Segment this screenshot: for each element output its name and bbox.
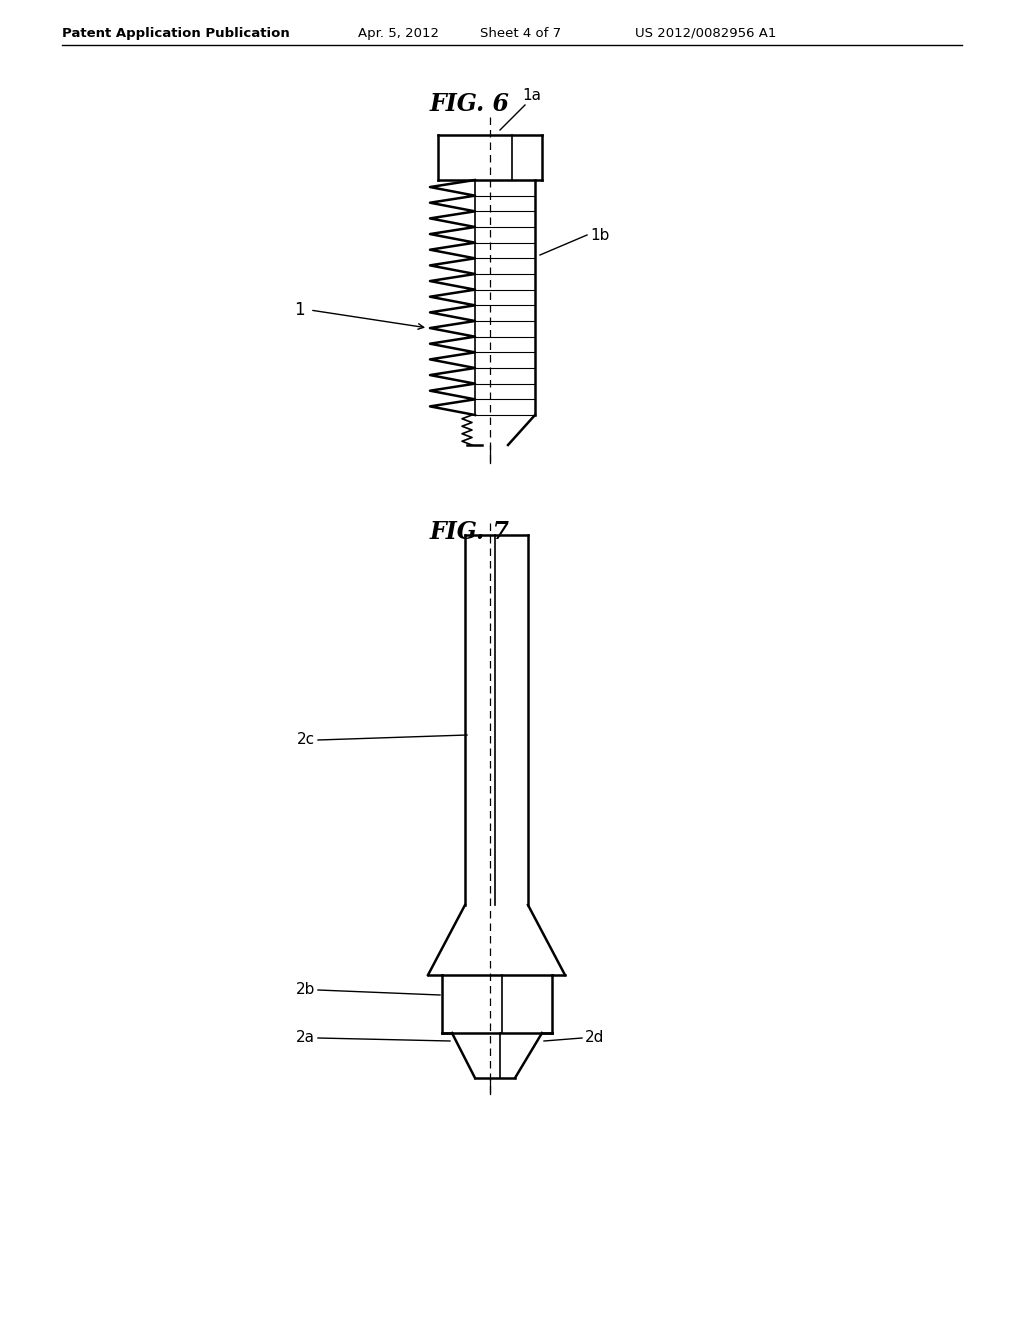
- Text: 1: 1: [294, 301, 305, 319]
- Text: Apr. 5, 2012: Apr. 5, 2012: [358, 26, 439, 40]
- Text: 2d: 2d: [585, 1031, 604, 1045]
- Text: 2b: 2b: [296, 982, 315, 998]
- Text: 1a: 1a: [522, 88, 541, 103]
- Text: 1b: 1b: [590, 227, 609, 243]
- Text: FIG. 7: FIG. 7: [430, 520, 510, 544]
- Text: 2a: 2a: [296, 1031, 315, 1045]
- Text: US 2012/0082956 A1: US 2012/0082956 A1: [635, 26, 776, 40]
- Text: 2c: 2c: [297, 733, 315, 747]
- Text: Sheet 4 of 7: Sheet 4 of 7: [480, 26, 561, 40]
- Text: Patent Application Publication: Patent Application Publication: [62, 26, 290, 40]
- Text: FIG. 6: FIG. 6: [430, 92, 510, 116]
